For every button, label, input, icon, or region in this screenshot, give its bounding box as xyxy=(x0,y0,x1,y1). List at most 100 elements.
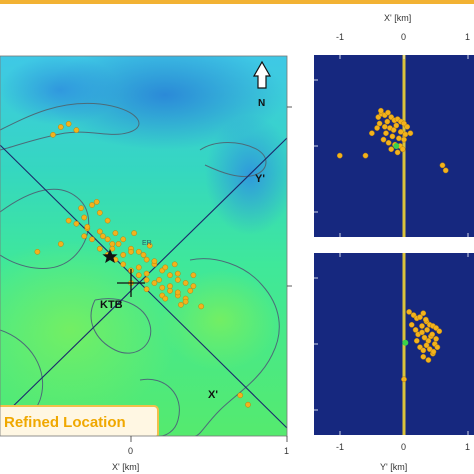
map-event-point xyxy=(112,230,119,236)
section-top-highlight-point xyxy=(393,143,400,149)
section-top-panel xyxy=(314,55,474,237)
section-bottom-event-point xyxy=(429,331,436,338)
section-bottom-event-point xyxy=(408,321,415,328)
map-event-point xyxy=(57,241,64,247)
section-bottom-event-point xyxy=(434,344,441,351)
map-event-point xyxy=(73,127,80,133)
map-frame xyxy=(0,55,288,437)
section-bottom-event-point xyxy=(406,309,412,315)
map-event-point xyxy=(174,270,181,277)
section-top-event-point xyxy=(376,120,383,127)
map-event-point xyxy=(162,295,169,302)
section-bottom-event-point xyxy=(430,348,437,355)
section-top-x-tick-1: 0 xyxy=(401,32,406,42)
map-event-point xyxy=(174,277,181,283)
map-x-axis-title: X' [km] xyxy=(112,462,139,472)
map-event-point xyxy=(34,248,41,255)
section-bottom-event-point xyxy=(412,327,419,333)
map-event-point xyxy=(93,199,100,205)
map-event-point xyxy=(100,233,106,240)
section-top-event-point xyxy=(389,133,396,140)
section-top-event-point xyxy=(397,129,404,135)
annotation-small: ER xyxy=(142,240,152,247)
north-arrow-icon xyxy=(252,60,272,89)
section-top-event-point xyxy=(402,131,409,138)
section-bottom-x-tick-0: -1 xyxy=(336,442,344,452)
section-top-event-point xyxy=(393,122,400,129)
section-top-event-point xyxy=(401,136,407,143)
section-bottom-event-point xyxy=(421,334,428,341)
section-top-x-axis-title: X' [km] xyxy=(384,13,411,23)
section-bottom-x-tick-1: 0 xyxy=(401,442,406,452)
section-bottom-event-points xyxy=(401,309,443,383)
map-event-point xyxy=(131,230,137,236)
section-top-event-point xyxy=(383,130,389,137)
map-event-point xyxy=(178,301,184,308)
map-event-point xyxy=(128,248,134,255)
map-event-point xyxy=(50,131,56,138)
section-top-event-point xyxy=(380,136,387,143)
map-event-point xyxy=(120,236,127,243)
section-bottom-event-point xyxy=(419,329,425,336)
map-event-point xyxy=(156,277,162,283)
map-event-point xyxy=(143,277,150,283)
section-bottom-event-point xyxy=(417,314,423,320)
map-event-point xyxy=(190,272,197,279)
map-event-point xyxy=(159,284,166,291)
map-event-point xyxy=(89,236,95,243)
section-top-event-point xyxy=(336,152,343,159)
map-event-point xyxy=(135,248,142,255)
map-x-tick-0: 0 xyxy=(128,446,133,456)
map-event-point xyxy=(143,270,150,277)
section-bottom-event-point xyxy=(433,336,439,342)
map-event-point xyxy=(109,241,116,247)
star-icon xyxy=(102,249,118,263)
map-event-point xyxy=(135,264,142,271)
section-top-x-tick-2: 1 xyxy=(465,32,470,42)
section-bottom-event-point xyxy=(424,327,430,333)
section-bottom-background xyxy=(314,253,474,435)
y-prime-axis-label: Y' xyxy=(255,173,265,185)
map-event-point xyxy=(96,209,103,216)
map-event-point xyxy=(182,280,189,286)
map-event-point xyxy=(65,121,72,127)
map-event-point xyxy=(96,245,103,252)
section-bottom-highlight-point xyxy=(402,339,409,346)
map-event-point xyxy=(171,261,178,268)
map-event-point xyxy=(78,205,84,211)
crosshair-icon xyxy=(117,269,145,297)
map-event-points xyxy=(34,121,251,408)
section-top-event-point xyxy=(399,146,406,153)
site-label: KTB xyxy=(100,299,123,311)
map-event-point xyxy=(84,223,91,230)
section-bottom-event-point xyxy=(420,310,427,317)
section-bottom-event-point xyxy=(425,357,432,363)
map-event-point xyxy=(143,256,150,263)
y-prime-axis-line xyxy=(0,137,287,420)
map-event-point xyxy=(104,236,111,243)
section-top-ticks xyxy=(314,55,469,237)
velocity-anomaly-blue xyxy=(205,115,287,235)
x-prime-axis-label: X' xyxy=(208,389,218,401)
map-x-tick-1: 1 xyxy=(284,446,289,456)
section-top-event-point xyxy=(362,152,369,159)
velocity-anomaly-blue xyxy=(0,56,120,125)
map-event-point xyxy=(81,233,88,240)
map-event-point xyxy=(65,217,72,224)
section-top-event-point xyxy=(381,123,388,130)
map-event-point xyxy=(120,261,127,268)
section-top-event-point xyxy=(384,118,391,125)
map-event-point xyxy=(198,303,205,310)
map-event-point xyxy=(151,280,158,286)
callout-text: Refined Location xyxy=(4,414,126,431)
map-event-point xyxy=(96,228,103,235)
map-event-point xyxy=(89,202,95,208)
section-top-event-point xyxy=(404,123,411,130)
map-event-point xyxy=(182,298,189,305)
map-panel: KTB Y' X' ER N Refined Location xyxy=(0,56,287,436)
map-event-point xyxy=(73,220,80,227)
map-event-point xyxy=(167,283,173,289)
map-event-point xyxy=(120,252,127,258)
map-event-point xyxy=(162,264,169,271)
section-top-event-point xyxy=(378,107,384,114)
